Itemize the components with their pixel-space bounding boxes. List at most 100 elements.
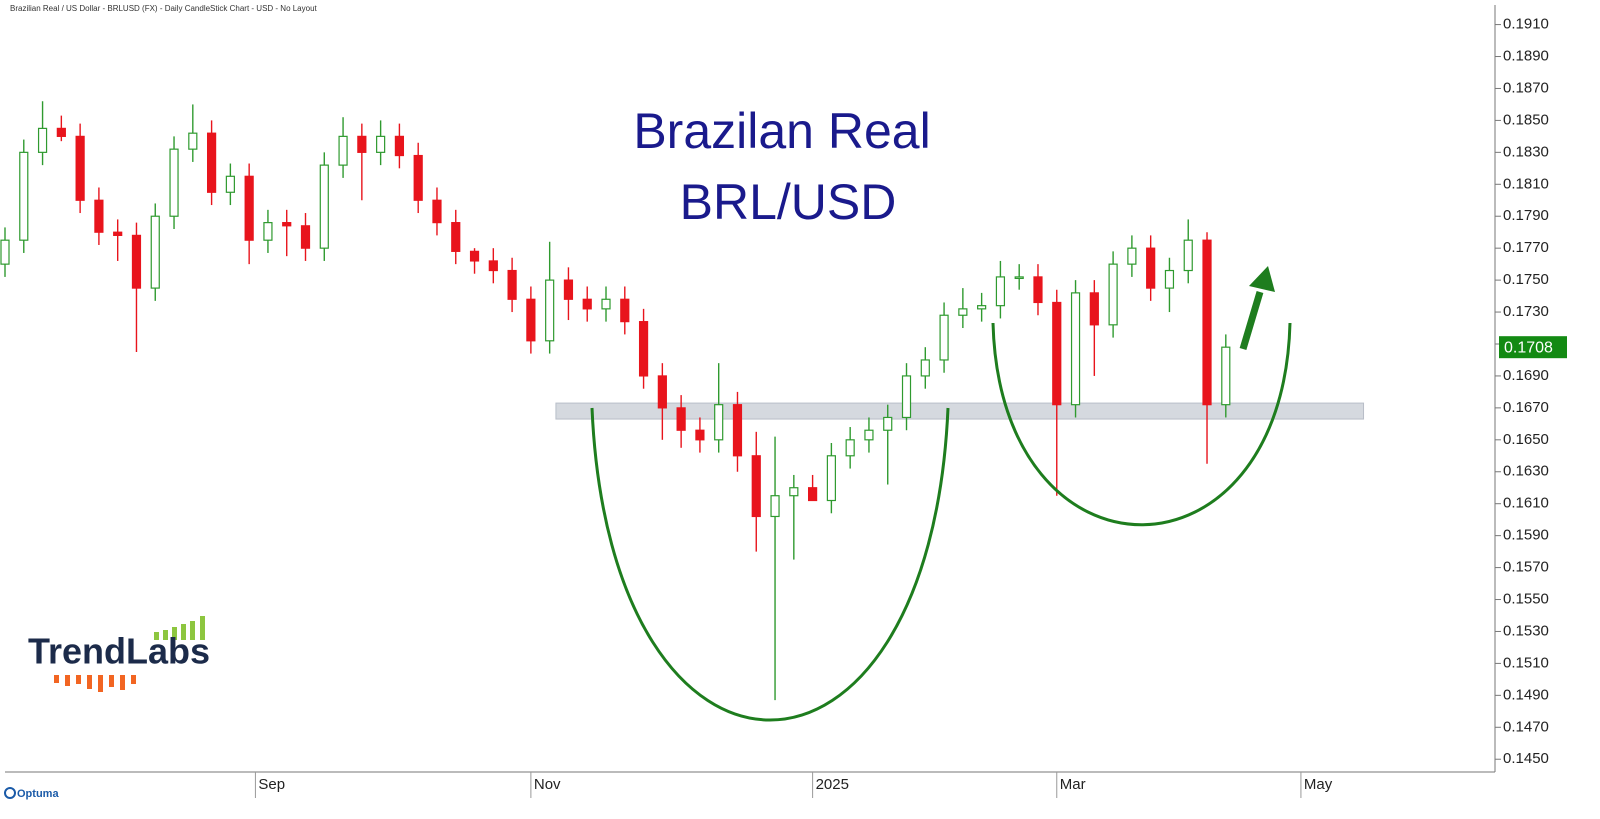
y-tick-label: 0.1890 (1503, 47, 1549, 64)
last-price-label: 0.1708 (1504, 339, 1553, 356)
candle-body (188, 132, 198, 150)
cup-arc (590, 407, 950, 722)
candle-body (300, 225, 311, 249)
y-tick-label: 0.1730 (1503, 303, 1549, 320)
annotation-title: Brazilan Real (633, 103, 930, 159)
breakout-arrowhead (1249, 266, 1275, 292)
candle-body (826, 455, 836, 502)
candle-body (282, 222, 292, 227)
candle-body (545, 279, 555, 342)
candle-body (1127, 247, 1137, 265)
logo-bar (87, 675, 92, 689)
candle-body (507, 269, 517, 300)
y-tick-label: 0.1790 (1503, 207, 1549, 224)
candle-body (657, 375, 667, 409)
x-tick-label: Sep (258, 776, 285, 793)
y-tick-label: 0.1870 (1503, 79, 1549, 96)
logo-bar (76, 675, 81, 684)
candle-body (1108, 263, 1118, 326)
y-tick-label: 0.1530 (1503, 622, 1549, 639)
candle-body (169, 148, 179, 217)
logo-bar (54, 675, 59, 683)
candle-body (563, 279, 574, 300)
candle-body (357, 135, 367, 153)
support-zone (555, 402, 1365, 420)
candle-body (113, 231, 123, 236)
candle-body (56, 127, 66, 137)
x-tick-label: May (1304, 776, 1333, 793)
candle-body (714, 404, 724, 441)
y-tick-label: 0.1570 (1503, 559, 1549, 576)
candle-body (883, 416, 893, 431)
candle-body (864, 429, 874, 441)
y-tick-label: 0.1690 (1503, 367, 1549, 384)
candle-body (413, 154, 423, 201)
candle-body (995, 276, 1006, 307)
candle-body (225, 175, 235, 193)
candle-body (695, 429, 705, 441)
candle-body (808, 487, 818, 502)
candle-body (1070, 292, 1081, 406)
candle-body (1014, 276, 1024, 280)
logo-bar (190, 621, 195, 640)
plot-area: 0.1450 0.1470 0.1490 0.1510 0.1530 0.1550 0.15… (0, 5, 1549, 798)
y-tick-label: 0.1490 (1503, 686, 1549, 703)
logo-bar (172, 627, 177, 640)
handle-arc (991, 322, 1292, 527)
candle-body (432, 199, 442, 224)
candle-body (338, 135, 348, 166)
candle-body (601, 298, 611, 310)
candle-body (244, 175, 254, 241)
y-tick-label: 0.1810 (1503, 175, 1549, 192)
logo-bar (163, 630, 168, 640)
candle-body (770, 495, 780, 518)
logo-bar (65, 675, 70, 686)
candle-body (845, 439, 855, 457)
logo-bar (200, 616, 205, 640)
candle-body (901, 375, 912, 419)
candle-body (1089, 292, 1099, 326)
x-tick-label: 2025 (816, 776, 849, 793)
candle-body (582, 298, 592, 310)
candle-body (0, 239, 10, 265)
candle-body (939, 314, 949, 361)
optuma-icon (4, 787, 16, 799)
chart-header: Brazilian Real / US Dollar - BRLUSD (FX)… (10, 4, 318, 13)
candle-body (94, 199, 104, 233)
logo-bar (154, 632, 159, 640)
candle-body (920, 359, 930, 377)
last-price-box (1499, 336, 1567, 359)
y-tick-label: 0.1910 (1503, 16, 1549, 33)
candle-body (488, 260, 498, 272)
y-tick-label: 0.1850 (1503, 111, 1549, 128)
y-tick-label: 0.1610 (1503, 495, 1549, 512)
y-tick-label: 0.1450 (1503, 750, 1549, 767)
logo-bar (181, 624, 186, 640)
y-tick-label: 0.1630 (1503, 463, 1549, 480)
candle-body (206, 132, 217, 193)
y-tick-label: 0.1670 (1503, 399, 1549, 416)
candle-body (19, 151, 29, 241)
candle-body (638, 321, 649, 377)
trendlabs-logo: TrendLabs (28, 616, 210, 692)
candle-body (1183, 239, 1193, 272)
candle-body (1202, 239, 1212, 406)
logo-bar (98, 675, 103, 692)
candle-body (394, 135, 405, 157)
candle-body (620, 298, 630, 323)
logo-bar (120, 675, 125, 690)
candle-body (75, 135, 85, 201)
logo-text: TrendLabs (28, 631, 210, 672)
y-tick-label: 0.1770 (1503, 239, 1549, 256)
candle-body (751, 455, 761, 518)
candle-body (451, 222, 461, 252)
candle-body (1221, 346, 1231, 406)
x-tick-label: Nov (534, 776, 561, 793)
y-tick-label: 0.1750 (1503, 271, 1549, 288)
candle-body (469, 250, 480, 262)
candle-body (1033, 276, 1043, 304)
y-tick-label: 0.1650 (1503, 431, 1549, 448)
optuma-logo: Optuma (4, 787, 59, 800)
y-tick-label: 0.1550 (1503, 590, 1549, 607)
